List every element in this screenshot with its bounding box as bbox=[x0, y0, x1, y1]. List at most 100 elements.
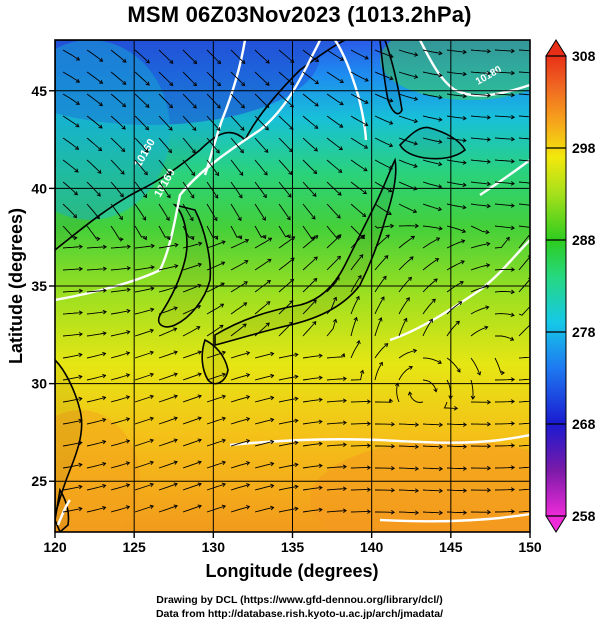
streamline bbox=[422, 489, 443, 492]
streamline-arrowhead bbox=[242, 323, 247, 328]
streamline-arrowhead bbox=[149, 416, 155, 421]
streamline bbox=[254, 440, 274, 447]
streamline-arrowhead bbox=[173, 482, 178, 487]
wind-streamlines bbox=[62, 48, 538, 516]
streamline bbox=[110, 246, 131, 249]
streamline bbox=[230, 352, 250, 359]
streamline bbox=[422, 511, 443, 514]
streamline-arrowhead bbox=[438, 95, 443, 100]
streamline bbox=[278, 419, 298, 425]
streamline bbox=[302, 235, 318, 249]
streamline bbox=[278, 257, 295, 271]
streamline bbox=[494, 203, 515, 207]
streamline bbox=[206, 261, 225, 271]
streamline-arrowhead bbox=[238, 194, 243, 199]
streamline bbox=[110, 159, 125, 175]
streamline-arrowhead bbox=[143, 193, 147, 199]
streamline bbox=[278, 203, 291, 220]
streamline-arrowhead bbox=[390, 510, 396, 515]
streamline bbox=[182, 461, 202, 469]
streamline-arrowhead bbox=[125, 505, 131, 510]
streamline-arrowhead bbox=[270, 351, 275, 357]
streamline-arrowhead bbox=[245, 395, 251, 400]
streamline bbox=[86, 418, 106, 425]
streamline-arrowhead bbox=[356, 339, 361, 345]
y-axis-ticks: 25 30 35 40 45 bbox=[31, 83, 55, 489]
streamline-arrowhead bbox=[122, 80, 127, 85]
streamline bbox=[302, 159, 317, 174]
streamline-arrowhead bbox=[239, 149, 244, 154]
streamline bbox=[350, 275, 362, 293]
streamline bbox=[422, 423, 443, 426]
streamline bbox=[134, 461, 154, 469]
streamline-arrowhead bbox=[313, 169, 318, 175]
streamline-arrowhead bbox=[191, 171, 195, 176]
streamline-arrowhead bbox=[438, 72, 443, 78]
streamline-arrowhead bbox=[337, 234, 342, 239]
streamline-arrowhead bbox=[192, 104, 197, 109]
streamline bbox=[86, 462, 106, 469]
streamline-arrowhead bbox=[78, 484, 83, 490]
streamline bbox=[62, 485, 82, 491]
streamline-arrowhead bbox=[438, 161, 443, 167]
streamline bbox=[374, 225, 394, 229]
streamline-arrowhead bbox=[189, 216, 194, 222]
streamline-arrowhead bbox=[99, 57, 104, 62]
streamline bbox=[374, 115, 393, 125]
streamline-arrowhead bbox=[535, 182, 538, 186]
streamline-arrowhead bbox=[339, 101, 344, 106]
streamline bbox=[86, 311, 107, 315]
streamline-arrowhead bbox=[486, 443, 492, 449]
streamline bbox=[62, 463, 82, 469]
streamline-arrowhead bbox=[390, 466, 396, 471]
streamline-arrowhead bbox=[78, 310, 83, 315]
lat-lon-grid bbox=[55, 40, 530, 532]
streamline bbox=[302, 465, 323, 469]
streamline-arrowhead bbox=[149, 350, 155, 355]
japan-hokkaido bbox=[399, 126, 467, 160]
streamline bbox=[254, 258, 272, 271]
streamline bbox=[422, 237, 440, 249]
streamline bbox=[230, 159, 244, 176]
streamline-arrowhead bbox=[197, 460, 202, 465]
streamline-arrowhead bbox=[197, 482, 202, 487]
streamline-arrowhead bbox=[414, 466, 420, 471]
streamline bbox=[470, 159, 491, 163]
credit-text: Drawing by DCL (https://www.gfd-dennou.o… bbox=[0, 593, 599, 621]
streamline-arrowhead bbox=[314, 58, 320, 62]
streamline-arrowhead bbox=[338, 146, 343, 151]
streamline bbox=[110, 506, 130, 513]
streamline bbox=[494, 357, 505, 374]
streamline bbox=[518, 422, 530, 425]
streamline bbox=[182, 115, 197, 131]
streamline-arrowhead bbox=[342, 508, 347, 513]
streamline-arrowhead bbox=[165, 216, 170, 222]
streamline bbox=[446, 301, 462, 315]
x-axis-ticks: 120 125 130 135 140 145 150 bbox=[43, 532, 542, 555]
streamline bbox=[134, 71, 150, 86]
colorbar-tick-label: 298 bbox=[572, 140, 596, 156]
streamline bbox=[182, 305, 201, 315]
streamline bbox=[254, 137, 269, 153]
streamline bbox=[398, 349, 417, 359]
streamline bbox=[446, 357, 461, 373]
streamline-arrowhead bbox=[75, 56, 81, 61]
streamline bbox=[518, 137, 530, 140]
streamline bbox=[62, 312, 83, 315]
streamline-arrowhead bbox=[486, 93, 491, 98]
streamline-arrowhead bbox=[149, 460, 155, 465]
streamline bbox=[86, 137, 102, 151]
streamline bbox=[350, 93, 369, 104]
streamline bbox=[230, 440, 250, 447]
streamline-arrowhead bbox=[486, 203, 491, 209]
streamline-arrowhead bbox=[390, 488, 396, 493]
streamline-arrowhead bbox=[294, 440, 299, 446]
streamline-arrowhead bbox=[384, 343, 389, 348]
streamline-arrowhead bbox=[339, 56, 345, 61]
streamline-arrowhead bbox=[97, 169, 102, 174]
streamline-arrowhead bbox=[535, 204, 538, 208]
streamline-arrowhead bbox=[237, 216, 242, 222]
streamline-arrowhead bbox=[342, 464, 347, 469]
streamline bbox=[374, 276, 387, 293]
streamline-arrowhead bbox=[476, 371, 482, 376]
